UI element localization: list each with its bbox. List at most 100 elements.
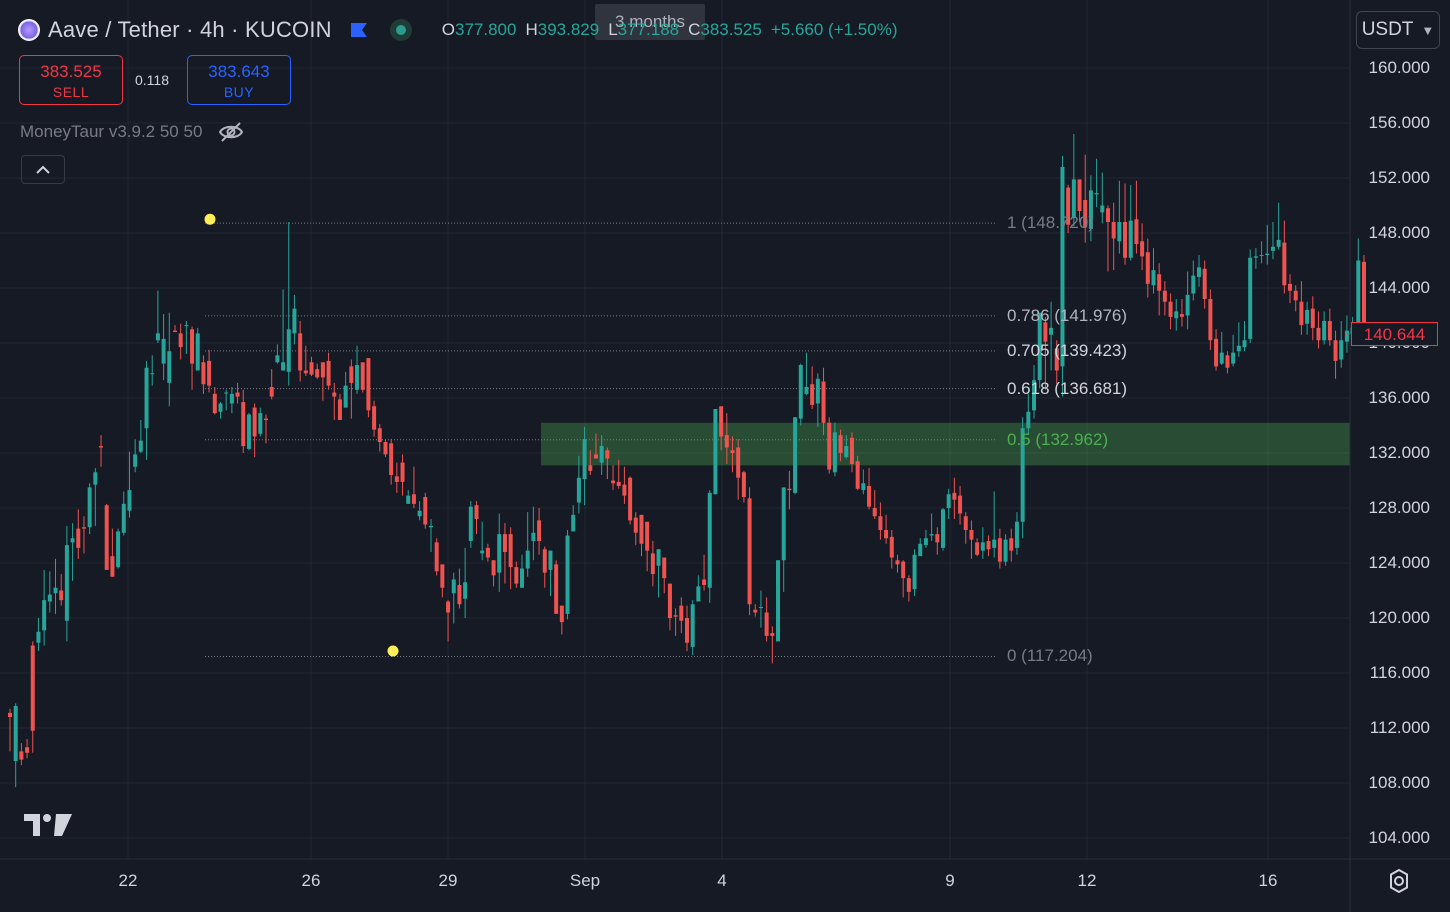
candle-body: [19, 751, 24, 760]
price-tick-label: 148.000: [1368, 223, 1430, 242]
candle-body: [1305, 310, 1310, 324]
candle-body: [491, 560, 496, 576]
candle-body: [1361, 261, 1366, 335]
candle-body: [150, 373, 155, 375]
candle-body: [1111, 222, 1116, 239]
candle-body: [1242, 340, 1247, 348]
candle-body: [269, 387, 274, 397]
collapse-legend-button[interactable]: [21, 155, 65, 184]
candle-body: [929, 534, 934, 536]
price-tick-label: 124.000: [1368, 553, 1430, 572]
candle-body: [264, 418, 269, 420]
candle-body: [30, 645, 35, 731]
candle-body: [770, 633, 775, 636]
currency-select[interactable]: USDT ▼: [1356, 11, 1440, 49]
candle-body: [872, 508, 877, 517]
candle-body: [1094, 193, 1099, 195]
candle-body: [1128, 220, 1133, 258]
candle-body: [13, 706, 18, 761]
candle-body: [343, 385, 348, 408]
candle-body: [298, 333, 303, 371]
candle-body: [588, 465, 593, 471]
open-label: O: [441, 20, 455, 39]
candle-body: [423, 497, 428, 525]
candle-body: [895, 560, 900, 565]
candle-body: [832, 432, 837, 473]
candle-body: [281, 362, 286, 371]
candle-body: [320, 362, 325, 378]
candle-body: [1134, 219, 1139, 244]
candle-body: [1003, 539, 1008, 562]
candle-body: [36, 631, 41, 643]
fib-level-label: 0.618 (136.681): [1007, 378, 1128, 398]
candle-body: [394, 476, 399, 482]
candle-body: [702, 579, 707, 585]
candle-body: [1179, 314, 1184, 317]
candle-body: [906, 578, 911, 592]
settings-gear-icon[interactable]: [1386, 868, 1412, 894]
candle-body: [326, 360, 331, 386]
candle-body: [650, 553, 655, 574]
candle-body: [975, 542, 980, 555]
candle-body: [912, 554, 917, 590]
candle-body: [582, 439, 587, 480]
candle-body: [172, 330, 177, 332]
price-tick-label: 108.000: [1368, 773, 1430, 792]
candle-body: [1088, 190, 1093, 229]
indicator-legend[interactable]: MoneyTaur v3.9.2 50 50: [20, 121, 244, 143]
price-tick-label: 104.000: [1368, 828, 1430, 847]
candles: [8, 134, 1366, 788]
candle-body: [815, 378, 820, 404]
sell-button[interactable]: 383.525 SELL: [19, 55, 123, 105]
candle-body: [696, 586, 701, 602]
candle-body: [571, 514, 576, 532]
candle-body: [178, 333, 183, 348]
candle-body: [411, 494, 416, 504]
swing-high-point: [204, 213, 216, 225]
candle-body: [1265, 253, 1270, 255]
candle-body: [497, 534, 502, 573]
candle-body: [724, 435, 729, 448]
candle-body: [645, 521, 650, 551]
candle-body: [1077, 179, 1082, 211]
eye-hidden-icon[interactable]: [218, 121, 244, 143]
time-tick-label: 9: [945, 871, 955, 890]
candle-body: [360, 362, 365, 390]
fib-level-label: 0 (117.204): [1007, 646, 1093, 666]
candle-body: [758, 607, 763, 608]
candle-body: [656, 549, 661, 566]
candle-body: [707, 492, 712, 588]
candle-body: [940, 509, 945, 548]
tradingview-logo-icon[interactable]: [24, 812, 74, 838]
candle-body: [502, 534, 507, 552]
candle-body: [884, 530, 889, 539]
low-value: 377.188: [617, 20, 680, 39]
candle-body: [99, 446, 104, 448]
candle-body: [1054, 348, 1059, 371]
candle-body: [1219, 352, 1224, 364]
candle-body: [1105, 208, 1110, 222]
flag-icon[interactable]: [350, 22, 368, 38]
candle-body: [81, 527, 86, 529]
candle-body: [93, 472, 98, 485]
time-tick-label: 16: [1258, 871, 1278, 890]
buy-button[interactable]: 383.643 BUY: [187, 55, 291, 105]
sell-label: SELL: [52, 84, 90, 100]
candle-body: [958, 495, 963, 514]
candle-body: [798, 365, 803, 419]
candle-body: [303, 370, 308, 374]
time-tick-label: 12: [1077, 871, 1097, 890]
candle-body: [855, 461, 860, 489]
candle-body: [1208, 299, 1213, 341]
candle-body: [781, 487, 786, 561]
candle-body: [1145, 252, 1150, 284]
candle-body: [1236, 345, 1241, 352]
candle-body: [1231, 352, 1236, 364]
symbol-title[interactable]: Aave / Tether · 4h · KUCOIN: [48, 17, 332, 42]
price-tick-label: 120.000: [1368, 608, 1430, 627]
candle-body: [286, 329, 291, 372]
candle-body: [241, 402, 246, 447]
price-tick-label: 116.000: [1369, 663, 1430, 682]
candle-body: [593, 454, 598, 459]
